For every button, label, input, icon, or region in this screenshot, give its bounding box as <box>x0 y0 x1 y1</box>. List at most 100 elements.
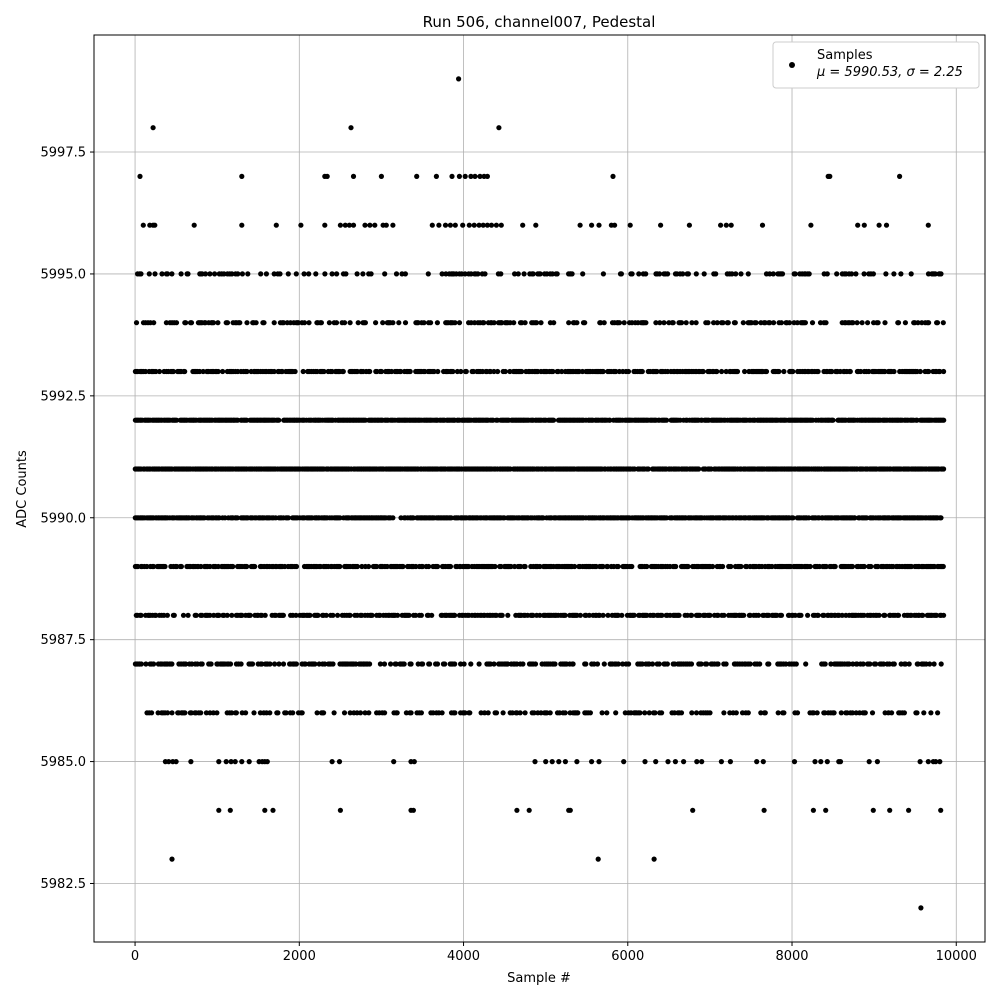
data-point <box>653 759 659 765</box>
data-point <box>642 710 648 716</box>
data-point <box>757 661 763 667</box>
data-point <box>246 759 252 765</box>
data-point <box>170 368 176 375</box>
data-point <box>267 661 273 667</box>
data-point <box>931 661 937 667</box>
data-point <box>264 759 270 765</box>
data-point <box>805 612 811 618</box>
data-point <box>810 807 817 813</box>
data-point <box>247 612 253 618</box>
data-point <box>870 807 876 813</box>
data-point <box>427 661 433 667</box>
data-point <box>859 320 865 326</box>
data-point <box>699 759 705 765</box>
data-point <box>301 271 307 277</box>
data-point <box>183 661 189 667</box>
data-point <box>378 368 385 375</box>
data-point <box>745 710 751 716</box>
y-axis-ticks: 5982.5 5985.0 5987.5 5990.0 5992.5 5995.0 5997… <box>41 146 94 892</box>
data-point <box>263 271 269 277</box>
data-point <box>261 320 267 326</box>
data-point <box>169 856 175 862</box>
data-point <box>249 661 256 667</box>
data-point <box>693 271 699 277</box>
data-point <box>639 661 645 667</box>
data-point <box>823 807 829 813</box>
data-point <box>824 759 830 765</box>
data-point <box>299 710 305 716</box>
data-point <box>298 222 304 228</box>
data-point <box>429 612 435 618</box>
y-tick-label: 5982.5 <box>41 877 87 892</box>
data-point <box>202 271 209 277</box>
data-point <box>452 661 458 667</box>
data-point <box>293 563 300 570</box>
data-point <box>902 320 909 326</box>
legend-box <box>772 41 980 89</box>
x-tick-label: 6000 <box>611 949 644 964</box>
data-point <box>239 612 245 618</box>
data-point <box>152 271 158 277</box>
data-point <box>390 320 396 326</box>
data-point <box>306 320 312 326</box>
data-point <box>770 271 776 277</box>
data-point <box>449 173 455 179</box>
data-point <box>925 222 931 228</box>
data-point <box>173 759 179 765</box>
data-point <box>340 368 346 375</box>
data-point <box>538 320 544 326</box>
data-point <box>849 710 856 716</box>
data-point <box>792 271 798 277</box>
data-point <box>360 271 366 277</box>
data-point <box>738 563 744 570</box>
data-point <box>636 271 642 277</box>
data-point <box>621 759 627 765</box>
data-point <box>853 271 859 277</box>
data-point <box>673 563 679 570</box>
data-point <box>421 320 427 326</box>
data-point <box>723 661 729 667</box>
data-point <box>897 173 903 179</box>
data-point <box>507 368 513 375</box>
data-point <box>239 173 245 179</box>
data-point <box>216 759 222 765</box>
data-point <box>714 368 720 375</box>
data-point <box>149 710 155 716</box>
data-point <box>599 710 605 716</box>
data-point <box>229 271 235 277</box>
data-point <box>928 710 934 716</box>
data-point <box>839 612 845 618</box>
data-point <box>689 320 695 326</box>
data-point <box>707 612 713 618</box>
data-point <box>860 661 866 667</box>
data-point <box>165 710 171 716</box>
data-point <box>551 320 557 326</box>
data-point <box>178 271 184 277</box>
data-point <box>589 759 595 765</box>
data-point <box>926 320 932 326</box>
data-point <box>873 661 879 667</box>
data-point <box>574 759 580 765</box>
data-point <box>935 710 941 716</box>
data-point <box>854 320 860 326</box>
data-point <box>410 515 416 521</box>
data-point <box>811 710 817 716</box>
data-point <box>334 271 340 277</box>
data-point <box>137 173 143 179</box>
data-point <box>594 661 601 667</box>
data-point <box>656 661 662 667</box>
data-point <box>500 710 506 716</box>
data-point <box>341 710 348 716</box>
data-point <box>152 222 158 228</box>
data-point <box>515 271 521 277</box>
data-point <box>891 271 897 277</box>
data-point <box>876 612 882 618</box>
data-point <box>554 271 560 277</box>
data-point <box>941 612 947 618</box>
data-point <box>162 563 168 570</box>
data-point <box>220 368 226 375</box>
data-point <box>917 368 923 375</box>
data-point <box>420 661 426 667</box>
data-point <box>834 271 840 277</box>
data-point <box>574 320 580 326</box>
